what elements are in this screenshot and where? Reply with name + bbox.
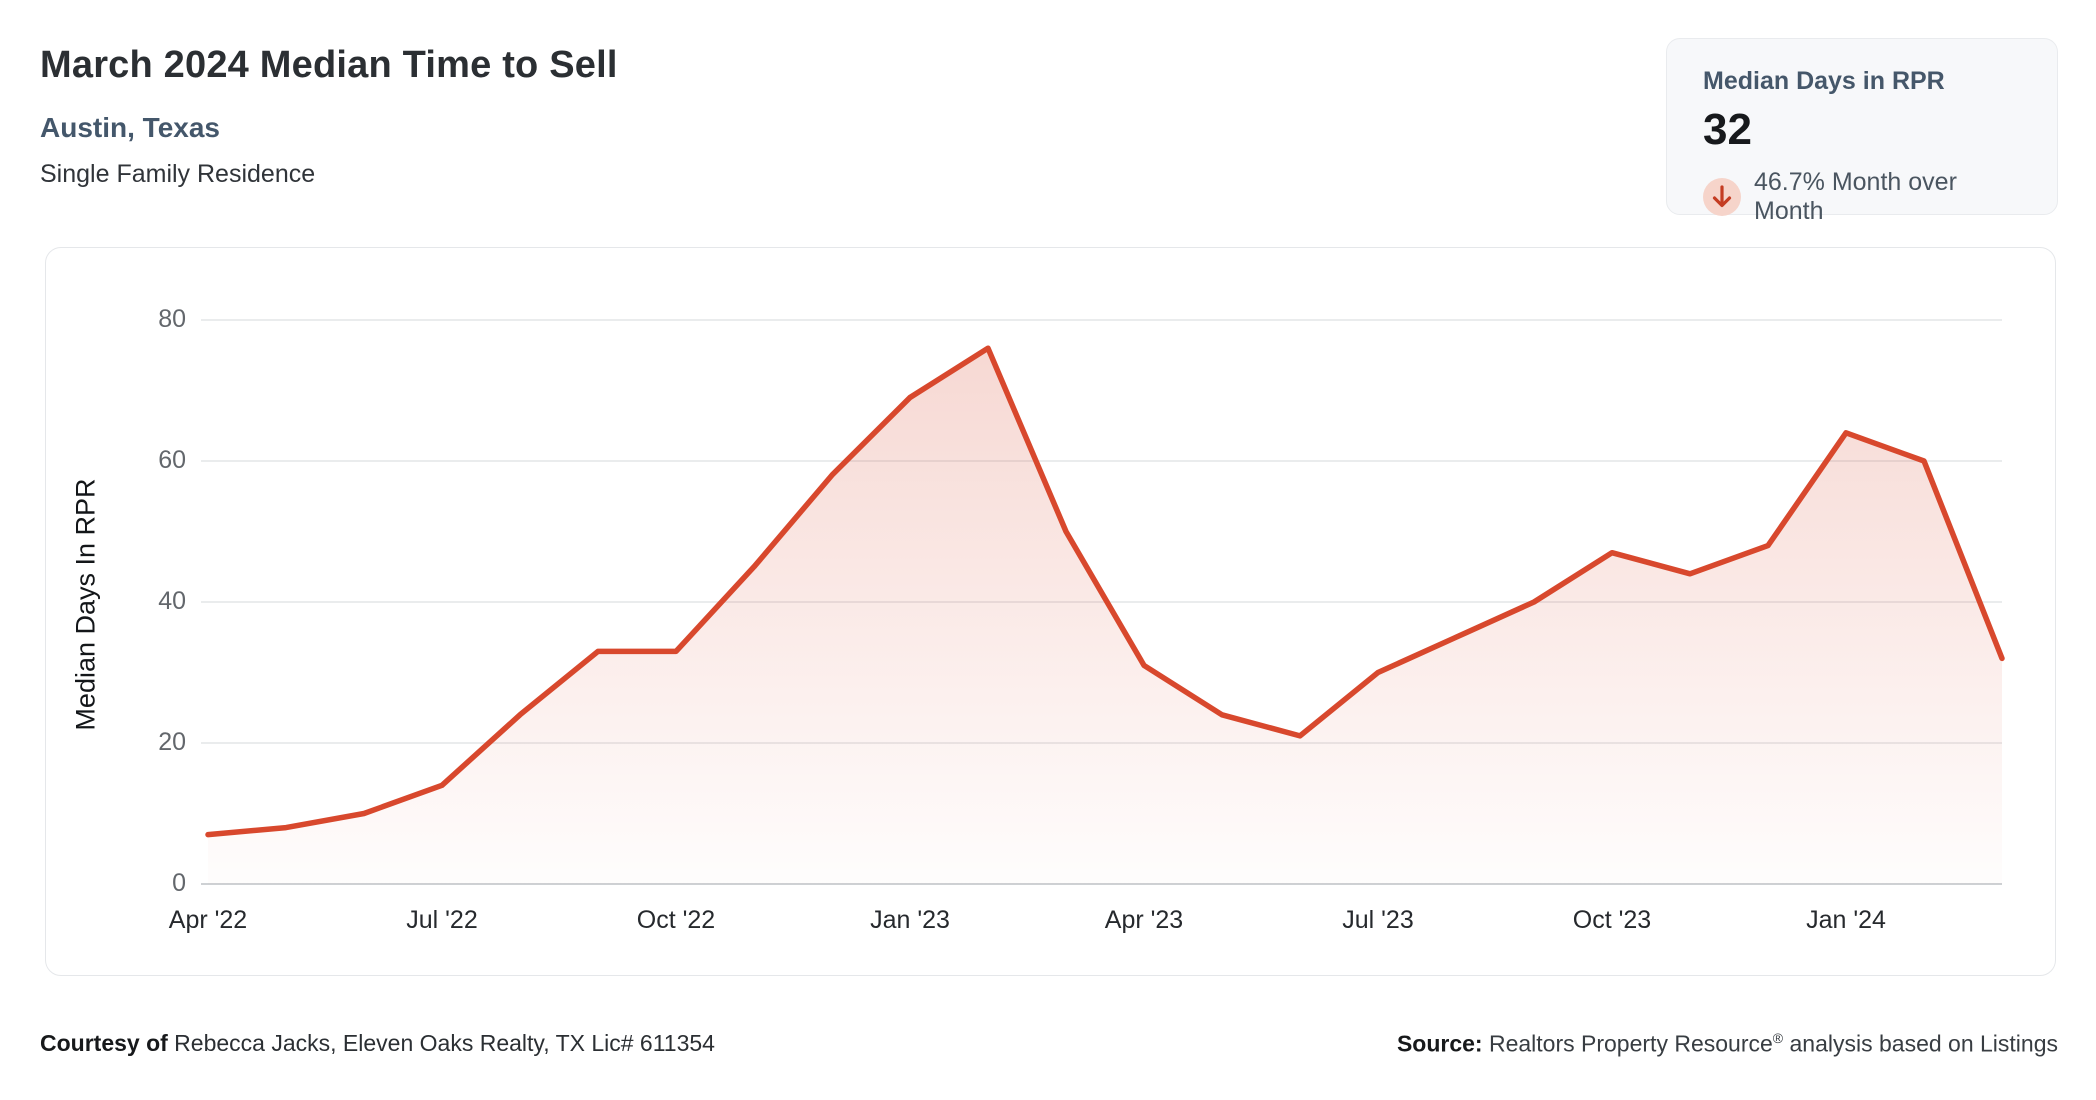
y-tick-label: 60 [158,446,186,474]
chart-plot[interactable] [201,319,2005,885]
median-days-stat-card: Median Days in RPR 32 46.7% Month over M… [1666,38,2058,225]
y-axis-title: Median Days In RPR [70,478,101,731]
location-subtitle: Austin, Texas [40,112,220,143]
x-tick-label: Oct '22 [636,906,716,934]
y-tick-label: 20 [158,728,186,756]
y-tick-label: 40 [158,587,186,615]
y-tick-label: 0 [172,869,186,897]
x-tick-label: Apr '23 [1104,906,1184,934]
registered-mark: ® [1772,1030,1784,1046]
page-title: March 2024 Median Time to Sell [40,44,618,86]
series-area [208,348,2002,884]
stat-card-label: Median Days in RPR [1703,67,1945,95]
courtesy-text: Rebecca Jacks, Eleven Oaks Realty, TX Li… [167,1030,715,1056]
chart-panel: Median Days In RPR 80 60 40 20 0 Apr '22 Jul … [45,247,2056,976]
x-tick-label: Apr '22 [168,906,248,934]
x-tick-label: Jul '23 [1342,906,1414,934]
stat-card-value: 32 [1703,105,1752,154]
courtesy-label: Courtesy of [40,1030,168,1056]
x-tick-label: Oct '23 [1572,906,1652,934]
stat-card-change-text: 46.7% Month over Month [1754,168,1957,225]
x-tick-label: Jul '22 [406,906,478,934]
stat-card-change-row: 46.7% Month over Month [1703,168,2023,226]
arrow-down-icon [1703,178,1741,216]
x-tick-label: Jan '24 [1806,906,1886,934]
source-note: Source: Realtors Property Resource® anal… [1397,1030,2058,1058]
x-tick-label: Jan '23 [870,906,950,934]
source-label: Source: [1396,1030,1483,1057]
series-line [205,345,2005,838]
courtesy-note: Courtesy of Rebecca Jacks, Eleven Oaks R… [40,1030,715,1057]
y-tick-label: 80 [158,305,186,333]
source-rest: analysis based on Listings [1783,1030,2058,1057]
source-name: Realtors Property Resource [1482,1030,1773,1057]
property-type-subtitle: Single Family Residence [40,160,316,188]
